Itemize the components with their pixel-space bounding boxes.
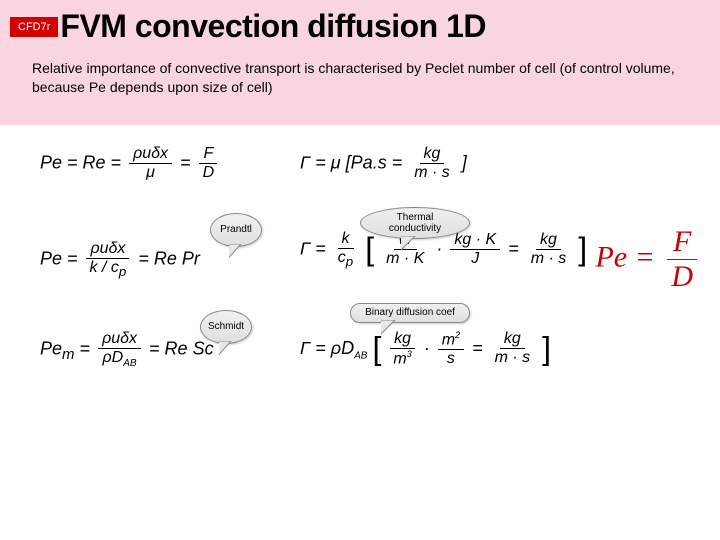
- eq-text: Γ =: [300, 238, 326, 258]
- bracket-icon: [: [372, 330, 381, 366]
- slide-description: Relative importance of convective transp…: [0, 59, 720, 97]
- eq-text: Γ = ρD: [300, 338, 354, 358]
- eq-text: =: [180, 152, 196, 172]
- eq-text: Pe: [40, 338, 62, 358]
- equation-pe-main: Pe = F D: [595, 225, 702, 294]
- subscript: m: [62, 346, 75, 363]
- callout-tail-icon: [401, 236, 421, 256]
- slide-badge: CFD7r: [10, 17, 58, 37]
- subscript: AB: [354, 350, 367, 361]
- numerator: kg: [536, 231, 561, 250]
- equation-pe-prandtl: Pe = ρuδx k / cp = Re Pr: [40, 240, 200, 279]
- denominator: s: [443, 350, 459, 368]
- eq-text: =: [472, 338, 488, 358]
- denominator: ρDAB: [99, 349, 141, 369]
- eq-text: ·: [424, 338, 435, 358]
- eq-text: Pe =: [595, 240, 654, 273]
- numerator: kg: [420, 145, 445, 164]
- denominator: μ: [142, 164, 159, 182]
- eq-text: Pe = Re =: [40, 152, 121, 172]
- fraction: k cp: [334, 230, 357, 269]
- numerator: kg: [500, 330, 525, 349]
- numerator: k: [338, 230, 354, 249]
- fraction: ρuδx μ: [129, 145, 172, 182]
- denominator: m3: [389, 349, 415, 368]
- callout-tail-icon: [381, 320, 405, 344]
- equation-pe-schmidt: Pem = ρuδx ρDAB = Re Sc: [40, 330, 214, 369]
- fraction: kg m · s: [491, 330, 535, 367]
- numerator: F: [667, 225, 697, 260]
- eq-text: = Re Pr: [138, 248, 200, 268]
- callout-tail-icon: [229, 244, 249, 264]
- eq-text: ]: [462, 152, 467, 172]
- numerator: ρuδx: [129, 145, 172, 164]
- callout-prandtl: Prandtl: [210, 213, 262, 247]
- eq-text: =: [508, 238, 524, 258]
- callout-label: Binary diffusion coef: [365, 307, 455, 318]
- fraction: ρuδx k / cp: [86, 240, 131, 279]
- fraction: F D: [665, 225, 699, 294]
- denominator: m · s: [491, 349, 535, 367]
- callout-binary: Binary diffusion coef: [350, 303, 470, 323]
- callout-schmidt: Schmidt: [200, 310, 252, 344]
- fraction: F D: [199, 145, 219, 182]
- callout-label: Schmidt: [208, 321, 244, 332]
- denominator: m · s: [410, 164, 454, 182]
- numerator: m2: [438, 330, 464, 350]
- eq-text: Pa.s =: [351, 152, 403, 172]
- equation-pe-reynolds: Pe = Re = ρuδx μ = F D: [40, 145, 221, 182]
- numerator: ρuδx: [98, 330, 141, 349]
- eq-text: Γ = μ: [300, 152, 341, 172]
- bracket-icon: ]: [542, 330, 551, 366]
- bracket-icon: [: [365, 231, 374, 267]
- numerator: ρuδx: [86, 240, 129, 259]
- slide-content: Pe = Re = ρuδx μ = F D Γ = μ [Pa.s = kg …: [0, 125, 720, 505]
- callout-label: Thermal conductivity: [373, 212, 457, 234]
- title-row: CFD7r FVM convection diffusion 1D: [0, 6, 720, 59]
- numerator: F: [199, 145, 217, 164]
- equation-gamma-mu: Γ = μ [Pa.s = kg m · s ]: [300, 145, 467, 182]
- eq-text: Pe =: [40, 248, 78, 268]
- slide-header: CFD7r FVM convection diffusion 1D Relati…: [0, 0, 720, 125]
- fraction: kg · K J: [450, 231, 500, 268]
- eq-text: = Re Sc: [149, 338, 214, 358]
- denominator: m · s: [527, 250, 571, 268]
- fraction: m2 s: [438, 330, 464, 368]
- slide-title: FVM convection diffusion 1D: [60, 8, 486, 45]
- fraction: kg m · s: [410, 145, 454, 182]
- numerator: kg · K: [450, 231, 500, 250]
- denominator: k / cp: [86, 259, 131, 279]
- fraction: kg m · s: [527, 231, 571, 268]
- denominator: D: [199, 164, 219, 182]
- equation-gamma-diffusion: Γ = ρDAB [ kg m3 · m2 s = kg m · s ]: [300, 330, 551, 368]
- denominator: J: [467, 250, 483, 268]
- eq-text: ·: [436, 238, 447, 258]
- fraction: ρuδx ρDAB: [98, 330, 141, 369]
- denominator: cp: [334, 249, 357, 269]
- callout-thermal: Thermal conductivity: [360, 207, 470, 239]
- bracket-icon: ]: [578, 231, 587, 267]
- eq-text: =: [80, 338, 91, 358]
- callout-tail-icon: [219, 341, 239, 361]
- denominator: D: [665, 260, 699, 294]
- callout-label: Prandtl: [220, 224, 252, 235]
